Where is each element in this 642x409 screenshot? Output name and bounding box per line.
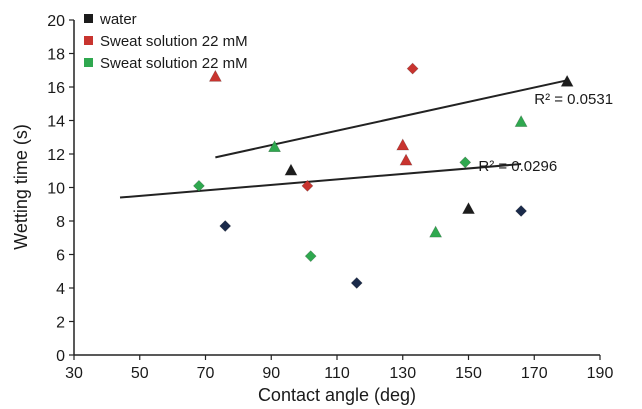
y-tick-label: 2 (56, 315, 65, 332)
data-point-triangle (461, 202, 476, 214)
x-tick-label: 50 (131, 365, 149, 382)
y-axis-label: Wetting time (s) (11, 124, 31, 250)
data-point-triangle (284, 163, 298, 176)
y-tick-label: 0 (56, 348, 65, 365)
y-tick-label: 8 (56, 214, 65, 231)
x-tick-label: 90 (262, 365, 280, 382)
x-tick-label: 150 (455, 365, 482, 382)
y-tick-label: 4 (56, 281, 65, 298)
x-tick-label: 130 (389, 365, 416, 382)
r-squared-label: R² = 0.0296 (478, 158, 557, 175)
data-point-triangle (399, 153, 413, 166)
x-tick-label: 30 (65, 365, 83, 382)
data-point-triangle (208, 69, 222, 82)
data-point-diamond (304, 250, 317, 263)
x-tick-label: 170 (521, 365, 548, 382)
data-points (193, 62, 574, 289)
data-point-triangle (514, 114, 528, 127)
data-point-diamond (350, 277, 363, 289)
data-point-diamond (193, 179, 205, 192)
y-tick-label: 20 (47, 13, 65, 30)
x-axis-ticks: 30 50 70 90 110 130 150 170 190 (65, 355, 613, 382)
legend-swatch (84, 36, 93, 45)
x-tick-label: 110 (324, 365, 350, 382)
legend-swatch (84, 58, 93, 67)
y-tick-label: 6 (56, 248, 65, 265)
legend-label: water (99, 11, 137, 28)
data-point-triangle (560, 74, 574, 87)
y-axis-ticks: 0 2 4 6 8 10 12 14 16 18 20 (47, 13, 74, 365)
data-point-triangle (268, 140, 282, 152)
data-point-diamond (301, 179, 314, 192)
x-tick-label: 70 (197, 365, 215, 382)
legend-swatch (84, 14, 93, 23)
y-tick-label: 10 (47, 181, 65, 198)
data-point-triangle (429, 225, 443, 238)
legend-label: Sweat solution 22 mM (100, 55, 248, 72)
x-tick-label: 190 (587, 365, 614, 382)
data-point-triangle (396, 138, 410, 151)
x-axis-label: Contact angle (deg) (258, 385, 416, 405)
data-point-diamond (406, 62, 419, 75)
data-point-diamond (219, 220, 232, 232)
y-tick-label: 16 (47, 80, 65, 97)
trendline-2 (119, 163, 522, 199)
data-point-diamond (459, 156, 472, 169)
r-squared-label: R² = 0.0531 (534, 91, 613, 108)
data-point-diamond (515, 205, 528, 217)
trendlines: R² = 0.0531 R² = 0.0296 (119, 79, 613, 199)
legend-label: Sweat solution 22 mM (100, 33, 248, 50)
y-tick-label: 12 (47, 147, 65, 164)
legend: water Sweat solution 22 mM Sweat solution … (84, 11, 248, 72)
y-tick-label: 18 (47, 47, 65, 64)
y-tick-label: 14 (47, 114, 65, 131)
